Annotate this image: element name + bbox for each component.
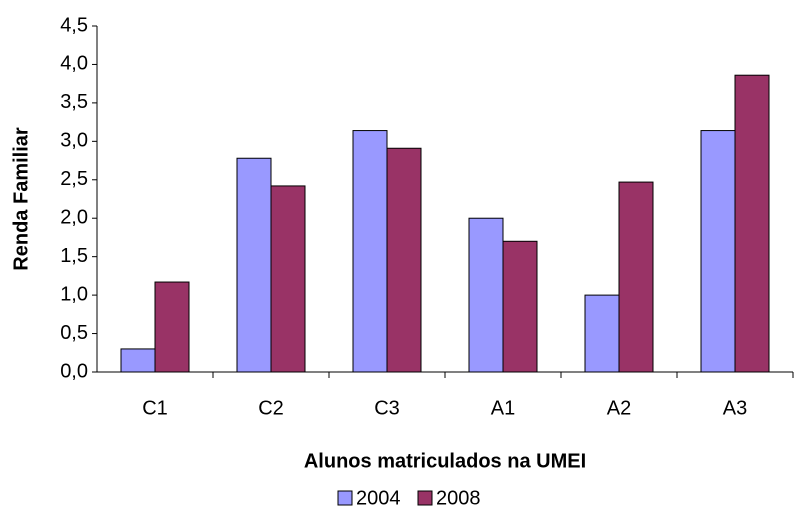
legend-label: 2008 bbox=[436, 487, 481, 509]
bar bbox=[734, 74, 770, 373]
bar bbox=[618, 181, 654, 373]
y-tick-label: 3,0 bbox=[60, 130, 88, 152]
y-tick-label: 2,0 bbox=[60, 207, 88, 229]
bar bbox=[120, 348, 156, 373]
y-tick-label: 1,0 bbox=[60, 283, 88, 305]
bar bbox=[236, 157, 272, 373]
bar bbox=[386, 147, 422, 373]
y-tick-label: 0,0 bbox=[60, 360, 88, 382]
x-tick-label: C3 bbox=[374, 397, 400, 419]
y-tick-label: 1,5 bbox=[60, 245, 88, 267]
y-tick-label: 4,5 bbox=[60, 14, 88, 36]
bar bbox=[584, 294, 620, 373]
legend-label: 2004 bbox=[356, 487, 401, 509]
bar bbox=[502, 240, 538, 373]
bar bbox=[352, 130, 388, 373]
y-tick-label: 3,5 bbox=[60, 91, 88, 113]
y-tick-label: 4,0 bbox=[60, 53, 88, 75]
y-tick-label: 2,5 bbox=[60, 168, 88, 190]
x-tick-label: A1 bbox=[491, 397, 515, 419]
bar bbox=[700, 130, 736, 373]
x-tick-label: A3 bbox=[723, 397, 747, 419]
bar bbox=[154, 281, 190, 373]
y-axis-label: Renda Familiar bbox=[10, 127, 32, 271]
legend-swatch bbox=[337, 490, 353, 506]
x-tick-label: A2 bbox=[607, 397, 631, 419]
bar bbox=[468, 217, 504, 373]
y-tick-label: 0,5 bbox=[60, 322, 88, 344]
x-tick-label: C2 bbox=[258, 397, 284, 419]
x-tick-label: C1 bbox=[142, 397, 168, 419]
bar bbox=[270, 185, 306, 373]
legend-swatch bbox=[417, 490, 433, 506]
x-axis-label: Alunos matriculados na UMEI bbox=[304, 450, 586, 472]
